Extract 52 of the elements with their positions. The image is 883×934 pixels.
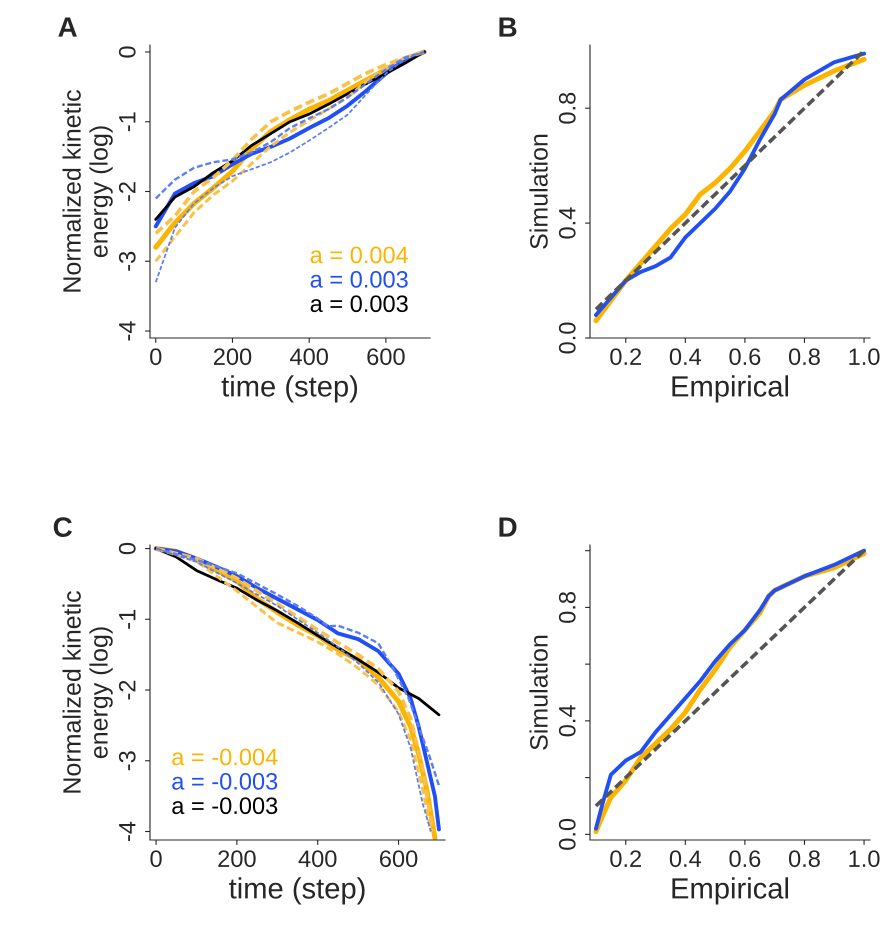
y-tick-label: -1 <box>119 610 136 629</box>
x-tick-label: 0 <box>150 850 162 868</box>
x-tick-label: 1.0 <box>849 850 880 868</box>
y-tick-label: 0.8 <box>558 92 576 124</box>
y-axis-title: Simulation <box>529 636 548 750</box>
y-tick-label: -2 <box>118 182 136 201</box>
x-axis-title: Empirical <box>672 877 788 904</box>
x-tick-label: 0.6 <box>729 850 760 868</box>
x-tick-label: 0.4 <box>670 348 702 366</box>
y-tick-label: 0.8 <box>558 592 576 623</box>
y-tick-label: 0.4 <box>558 207 576 239</box>
x-tick-label: 600 <box>380 850 418 868</box>
text: a = 0.003 <box>310 295 408 312</box>
text: a = -0.004 <box>172 748 278 766</box>
y-tick-label: -1 <box>119 112 136 132</box>
y-tick-label: 0.4 <box>558 705 576 736</box>
chart-title: C <box>54 517 72 537</box>
x-tick-label: 400 <box>298 850 336 868</box>
y-tick-label: -4 <box>119 822 136 841</box>
y-tick-label: 0.0 <box>558 322 576 354</box>
x-tick-label: 0.8 <box>788 348 820 366</box>
text: a = 0.003 <box>310 270 408 288</box>
y-tick-label: -3 <box>118 252 136 271</box>
x-axis-title: time (step) <box>222 375 358 402</box>
chart-title: D <box>499 518 516 537</box>
x-tick-label: 0.2 <box>610 850 641 868</box>
y-tick-label: 0 <box>118 542 136 554</box>
text: a = -0.003 <box>172 772 278 790</box>
x-tick-label: 400 <box>290 348 328 366</box>
y-tick-label: -4 <box>119 321 136 340</box>
x-tick-label: 1.0 <box>849 348 880 366</box>
chart-title: B <box>499 18 516 37</box>
y-tick-label: 0.0 <box>558 818 576 850</box>
chart-title: A <box>58 18 77 37</box>
x-tick-label: 0.6 <box>729 348 760 366</box>
x-tick-label: 0 <box>150 348 162 366</box>
y-axis-title: Simulation <box>529 134 548 249</box>
x-axis-title: Empirical <box>672 375 788 402</box>
y-tick-label: 0 <box>118 46 136 58</box>
x-tick-label: 0.4 <box>670 850 702 868</box>
x-tick-label: 0.8 <box>788 850 820 868</box>
y-tick-label: -3 <box>118 751 136 770</box>
y-tick-label: -2 <box>118 680 136 700</box>
x-tick-label: 0.2 <box>610 348 641 366</box>
text: a = 0.004 <box>310 246 408 264</box>
text: a = -0.003 <box>172 797 278 814</box>
x-tick-label: 200 <box>214 348 252 366</box>
x-tick-label: 600 <box>367 348 405 366</box>
x-axis-title: time (step) <box>229 877 365 904</box>
y-axis-title: Normalized kinetic energy (log) <box>62 90 113 292</box>
y-axis-title: Normalized kinetic energy (log) <box>62 591 113 793</box>
x-tick-label: 200 <box>218 850 256 868</box>
